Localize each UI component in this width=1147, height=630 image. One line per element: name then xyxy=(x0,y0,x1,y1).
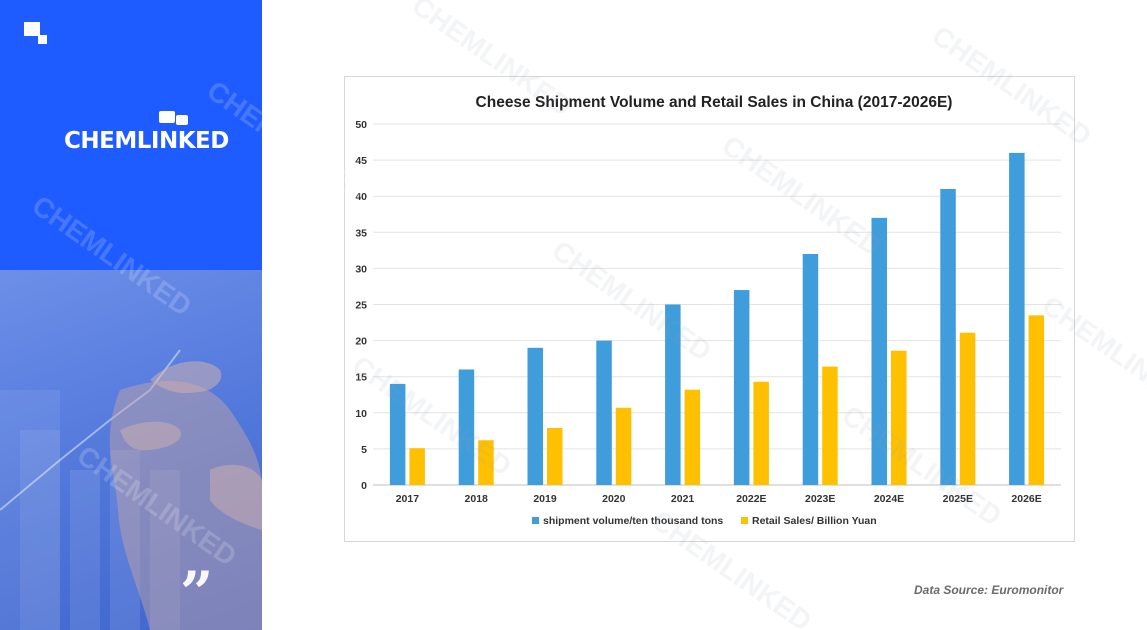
x-axis-ticks: 2017 2018 2019 2020 2021 2022E 2023E 2024E 2025E… xyxy=(396,493,1042,505)
bar-retail-sales xyxy=(753,381,769,485)
bar-retail-sales xyxy=(959,332,976,485)
y-tick-label: 15 xyxy=(355,372,367,384)
bar-retail-sales xyxy=(615,407,632,485)
bar-retail-sales xyxy=(478,440,494,485)
bar-shipment xyxy=(458,369,475,485)
y-tick-label: 40 xyxy=(355,191,367,203)
y-axis-ticks: 0 5 10 15 20 25 30 35 40 45 50 xyxy=(355,119,367,492)
data-source-note: Data Source: Euromonitor xyxy=(914,583,1064,597)
double-quote-icon: ” xyxy=(180,559,214,627)
bar-retail-sales xyxy=(409,448,425,485)
x-tick-label: 2020 xyxy=(602,493,626,505)
chart-svg: Cheese Shipment Volume and Retail Sales … xyxy=(355,94,1061,527)
sidebar-panel: CHEMLINKED ” xyxy=(0,0,262,630)
legend-swatch-shipment xyxy=(532,517,539,524)
y-tick-label: 45 xyxy=(355,155,367,167)
bar-retail-sales xyxy=(1028,315,1045,485)
y-tick-label: 5 xyxy=(361,444,367,456)
bar-retail-sales xyxy=(891,350,907,485)
legend-label-retail-sales: Retail Sales/ Billion Yuan xyxy=(752,515,877,527)
bar-shipment xyxy=(802,253,819,485)
logo: CHEMLINKED xyxy=(64,128,229,154)
y-tick-label: 10 xyxy=(355,408,367,420)
bar-shipment xyxy=(389,383,406,485)
bar-shipment xyxy=(1009,152,1025,485)
y-tick-label: 0 xyxy=(361,480,367,492)
bar-retail-sales xyxy=(684,389,701,485)
x-tick-label: 2026E xyxy=(1011,493,1041,505)
chart-container: Cheese Shipment Volume and Retail Sales … xyxy=(344,76,1075,542)
y-tick-label: 35 xyxy=(355,227,367,239)
y-tick-label: 30 xyxy=(355,263,367,275)
bar-retail-sales xyxy=(547,427,563,485)
chart-title: Cheese Shipment Volume and Retail Sales … xyxy=(476,94,953,111)
bar-shipment xyxy=(733,290,750,485)
x-tick-label: 2021 xyxy=(671,493,695,505)
corner-square-large xyxy=(24,22,40,36)
hand-growth-illustration xyxy=(0,349,262,630)
gridlines xyxy=(373,123,1061,486)
chat-bubbles-icon xyxy=(159,111,188,125)
bars xyxy=(389,152,1045,486)
bar-shipment xyxy=(665,304,681,485)
bar-retail-sales xyxy=(822,366,838,485)
y-tick-label: 20 xyxy=(355,336,367,348)
legend-swatch-retail-sales xyxy=(741,517,748,524)
sidebar-brand-block: CHEMLINKED xyxy=(0,0,262,270)
x-tick-label: 2018 xyxy=(465,493,489,505)
bar-shipment xyxy=(527,347,543,485)
bar-shipment xyxy=(596,340,612,485)
y-tick-label: 50 xyxy=(355,119,367,131)
corner-square-small xyxy=(38,35,47,44)
y-tick-label: 25 xyxy=(355,300,367,312)
x-tick-label: 2017 xyxy=(396,493,420,505)
x-tick-label: 2023E xyxy=(805,493,835,505)
sidebar-photo: ” xyxy=(0,270,262,630)
x-tick-label: 2024E xyxy=(874,493,904,505)
legend: shipment volume/ten thousand tons Retail … xyxy=(532,515,877,527)
x-tick-label: 2025E xyxy=(943,493,973,505)
x-tick-label: 2022E xyxy=(736,493,766,505)
legend-label-shipment: shipment volume/ten thousand tons xyxy=(543,515,723,527)
x-tick-label: 2019 xyxy=(533,493,557,505)
bar-shipment xyxy=(871,217,887,486)
bar-shipment xyxy=(940,188,956,485)
